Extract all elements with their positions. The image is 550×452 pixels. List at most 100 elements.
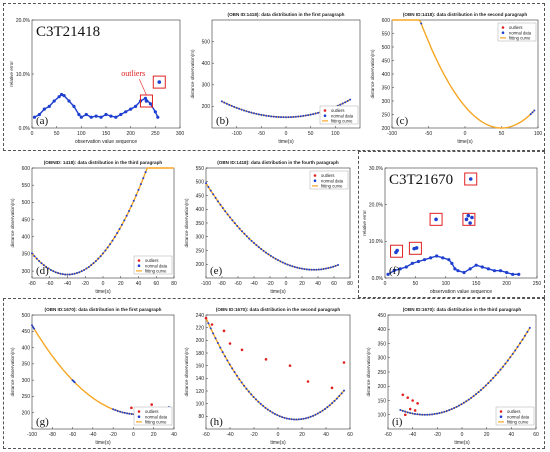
normal-data-trace	[48, 100, 55, 107]
y-tick-label: 500	[382, 45, 391, 51]
y-tick-label: 300	[202, 83, 211, 89]
normal-data-trace	[412, 260, 419, 265]
normal-data-point	[281, 416, 284, 419]
legend-entry: normal data	[331, 113, 354, 118]
normal-data-point	[255, 112, 258, 115]
normal-data-trace	[482, 266, 489, 270]
normal-data-point	[42, 264, 45, 267]
panel-h-letter: (h)	[210, 416, 223, 428]
normal-data-point	[221, 206, 224, 209]
x-tick-label: -60	[384, 432, 391, 438]
panel-e-ylabel: distance observation(m)	[184, 198, 189, 247]
normal-data-trace	[95, 115, 102, 118]
normal-data-point	[209, 327, 212, 330]
normal-data-point	[332, 265, 335, 268]
outlier-point	[306, 380, 310, 383]
normal-data-point	[209, 189, 212, 192]
x-tick-label: 250	[151, 131, 160, 137]
normal-data-point	[472, 395, 475, 398]
x-tick-label: 40	[315, 281, 321, 287]
panel-i-ylabel: distance observation(m)	[366, 347, 371, 396]
y-tick-label: 450	[22, 217, 31, 223]
normal-data-point	[504, 362, 507, 365]
normal-data-point	[316, 412, 319, 415]
x-tick-label: 250	[533, 281, 542, 287]
bottom-dashed-group	[3, 298, 545, 449]
y-tick-label: 220	[196, 325, 205, 331]
outlier-point	[406, 396, 410, 399]
legend-entry: fitting curve	[145, 269, 167, 274]
x-tick-label: 60	[331, 281, 337, 287]
x-tick-label: -60	[234, 281, 241, 287]
y-tick-label: 350	[22, 252, 31, 258]
y-tick-label: 400	[202, 61, 211, 67]
x-tick-label: -50	[258, 131, 265, 137]
y-tick-label: 550	[22, 183, 31, 189]
normal-data-trace	[463, 268, 471, 274]
normal-data-trace	[457, 269, 465, 274]
normal-data-point	[212, 193, 215, 196]
outlier-point	[342, 361, 346, 364]
normal-data-point	[298, 267, 301, 270]
legend-entry: fitting curve	[321, 184, 343, 189]
normal-data-point	[118, 228, 121, 231]
y-tick-label: 200	[196, 338, 205, 344]
normal-data-trace	[436, 255, 443, 259]
normal-data-trace	[61, 93, 65, 97]
normal-data-point	[116, 409, 119, 412]
normal-data-point	[511, 352, 514, 355]
normal-data-point	[413, 412, 416, 415]
legend-entry: normal data	[145, 263, 168, 268]
normal-data-point	[309, 415, 312, 418]
x-tick-label: 20	[299, 281, 305, 287]
normal-data-point	[329, 266, 332, 269]
y-tick-label: 200	[22, 411, 31, 417]
normal-data-trace	[115, 113, 122, 118]
normal-data-trace	[399, 266, 407, 270]
outlier-point	[413, 409, 417, 412]
normal-data-point	[219, 203, 222, 206]
legend-box	[319, 105, 359, 125]
normal-data-point	[309, 113, 312, 116]
x-tick-label: 300	[176, 131, 185, 137]
normal-data-trace	[80, 113, 87, 118]
x-tick-label: 150	[472, 281, 481, 287]
normal-data-point	[270, 115, 273, 118]
outlier-point	[157, 80, 162, 84]
normal-data-point	[411, 412, 414, 415]
panel-g-chart: (OBN ID:1670): data distribution in the …	[10, 307, 177, 446]
x-tick-label: 40	[136, 281, 142, 287]
normal-data-point	[75, 272, 78, 275]
outlier-point	[403, 413, 407, 417]
normal-data-point	[283, 416, 286, 419]
normal-data-point	[315, 268, 318, 271]
normal-data-point	[130, 204, 133, 207]
normal-data-point	[236, 224, 239, 227]
normal-data-point	[317, 268, 320, 271]
normal-data-point	[120, 223, 123, 226]
panel-g: (OBN ID:1670): data distribution in the …	[8, 301, 180, 447]
x-tick-label: 20	[151, 432, 157, 438]
normal-data-point	[265, 251, 267, 254]
normal-data-point	[314, 112, 317, 115]
normal-data-point	[276, 414, 279, 417]
x-tick-label: 20	[299, 432, 305, 438]
normal-data-point	[460, 403, 463, 406]
normal-data-point	[340, 392, 343, 395]
normal-data-point	[226, 213, 229, 216]
panel-e: (OBN ID:1418): data distribution in the …	[182, 154, 356, 296]
normal-data-trace	[451, 262, 456, 270]
panel-g-ylabel: distance observation(m)	[10, 347, 15, 396]
legend-marker	[501, 26, 505, 29]
normal-data-point	[104, 249, 107, 252]
x-tick-label: -60	[202, 432, 209, 438]
normal-data-point	[328, 404, 331, 407]
normal-data-point	[97, 257, 100, 260]
outlier-point	[288, 364, 292, 367]
panel-g-title: (OBN ID:1670): data distribution in the …	[45, 307, 162, 312]
normal-data-point	[66, 273, 69, 276]
normal-data-point	[250, 239, 253, 242]
normal-data-point	[523, 334, 526, 337]
x-tick-label: 0	[277, 432, 280, 438]
legend-marker	[137, 415, 141, 418]
